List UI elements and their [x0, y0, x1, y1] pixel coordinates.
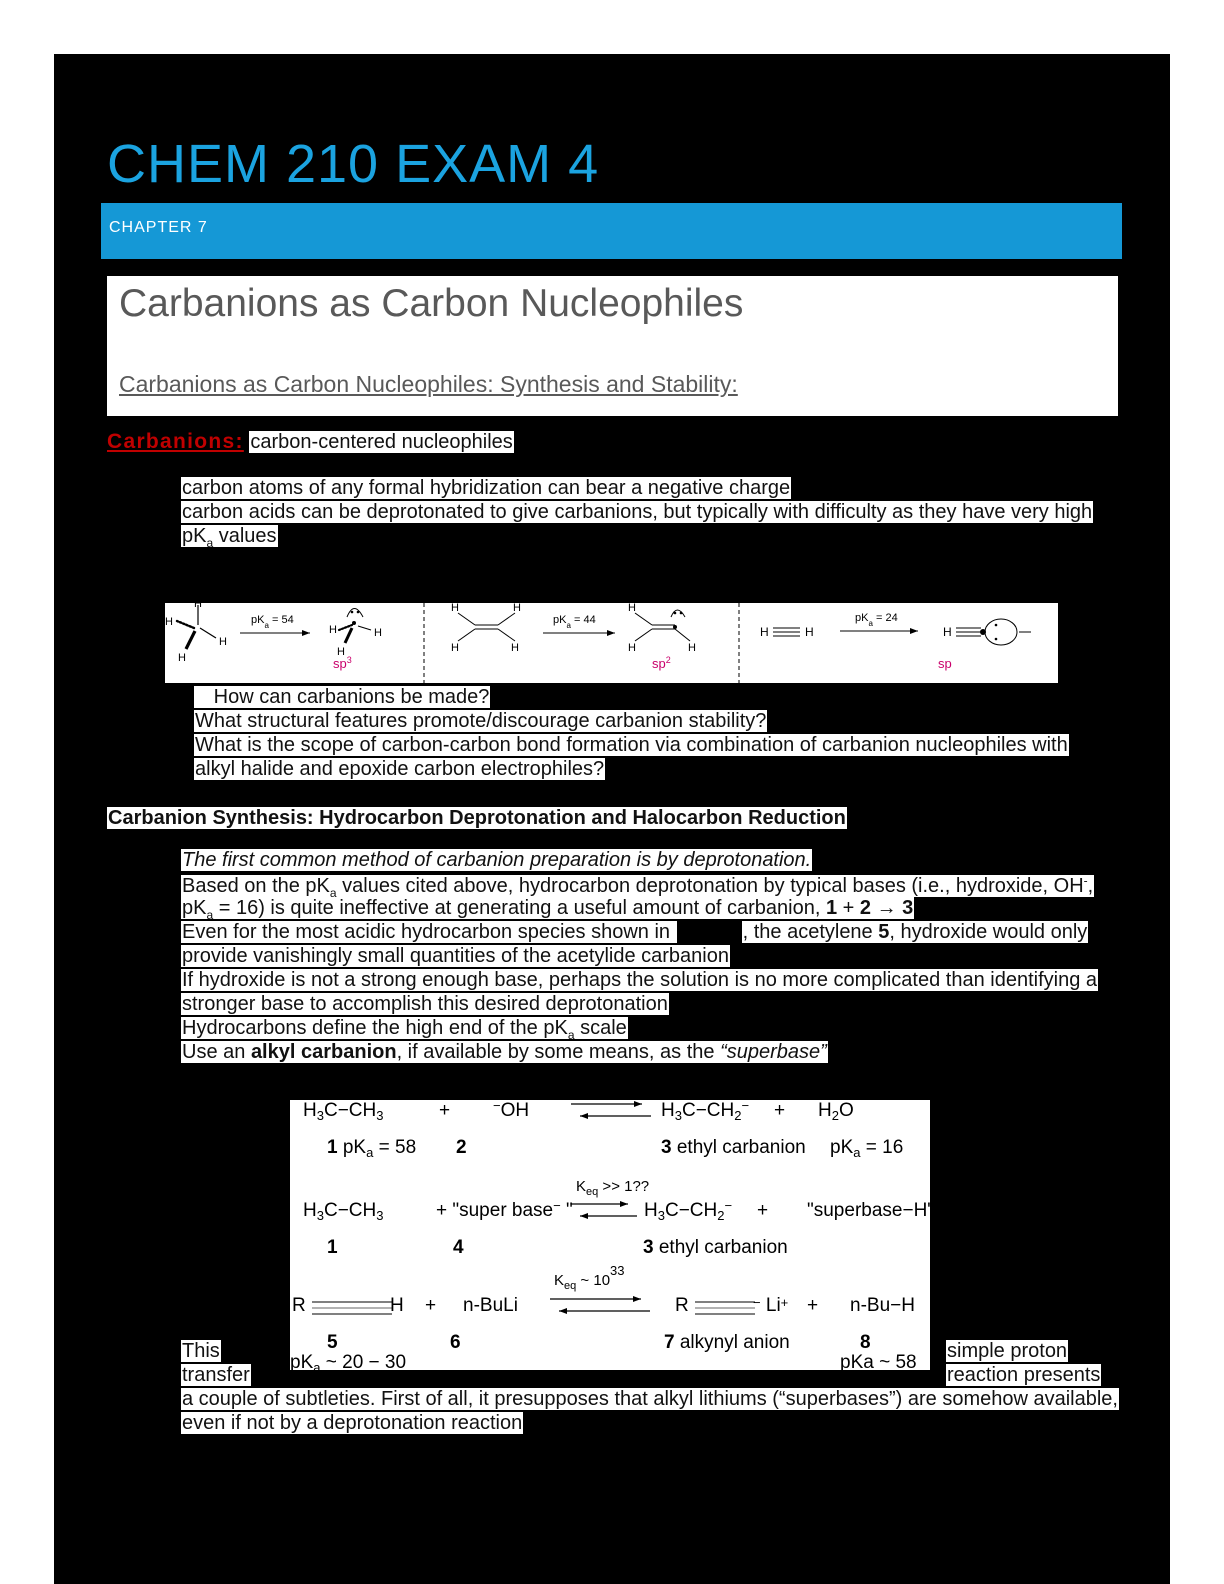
- svg-text:H: H: [628, 642, 636, 654]
- svg-text:H: H: [178, 652, 186, 664]
- svg-text:H: H: [451, 603, 459, 614]
- svg-text:H: H: [511, 642, 519, 654]
- svg-text:H: H: [451, 642, 459, 654]
- svg-text:pKa = 54: pKa = 54: [251, 614, 294, 630]
- svg-text:H: H: [374, 627, 382, 639]
- svg-text:pKa = 44: pKa = 44: [553, 614, 596, 630]
- svg-text:H: H: [165, 616, 173, 628]
- svg-text:H: H: [329, 624, 337, 636]
- svg-text:sp: sp: [938, 656, 952, 671]
- svg-text:H: H: [194, 603, 202, 610]
- svg-text:sp3: sp3: [333, 655, 352, 671]
- svg-text:H: H: [219, 636, 227, 648]
- svg-text:pKa = 24: pKa = 24: [855, 612, 898, 628]
- svg-text:sp2: sp2: [652, 655, 671, 671]
- svg-text:H: H: [943, 625, 952, 639]
- svg-text:H: H: [805, 625, 814, 639]
- svg-text:H: H: [628, 603, 636, 614]
- svg-text:H: H: [688, 642, 696, 654]
- svg-text:H: H: [760, 625, 769, 639]
- svg-text:H: H: [513, 603, 521, 614]
